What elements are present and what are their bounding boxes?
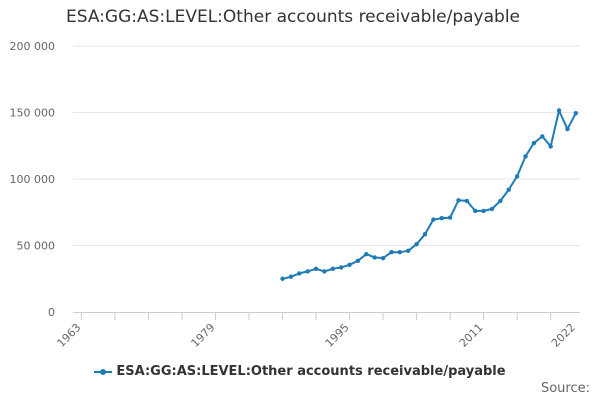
series-layer xyxy=(280,108,579,281)
y-tick-label: 0 xyxy=(48,306,55,319)
data-point[interactable] xyxy=(489,206,495,212)
data-point[interactable] xyxy=(372,255,377,260)
source-label: Source: xyxy=(540,381,590,396)
data-point[interactable] xyxy=(280,276,285,281)
data-point[interactable] xyxy=(364,251,369,257)
data-point[interactable] xyxy=(473,208,478,214)
data-point[interactable] xyxy=(565,126,570,132)
data-point[interactable] xyxy=(498,198,503,204)
data-point[interactable] xyxy=(422,231,428,237)
chart-title: ESA:GG:AS:LEVEL:Other accounts receivabl… xyxy=(66,7,521,27)
legend[interactable]: ESA:GG:AS:LEVEL:Other accounts receivabl… xyxy=(0,364,600,379)
y-tick-label: 50 000 xyxy=(17,240,56,253)
gridlines xyxy=(73,45,580,246)
data-point[interactable] xyxy=(506,187,511,192)
y-tick-label: 100 000 xyxy=(10,173,56,186)
data-point[interactable] xyxy=(464,198,470,204)
x-tick-label: 1979 xyxy=(189,321,218,350)
data-point[interactable] xyxy=(406,248,411,254)
x-tick-label: 1995 xyxy=(323,321,352,350)
data-point[interactable] xyxy=(338,265,344,270)
data-point[interactable] xyxy=(514,174,520,179)
legend-swatch xyxy=(94,367,113,377)
data-point[interactable] xyxy=(297,271,302,276)
data-point[interactable] xyxy=(456,198,461,203)
x-tick-label: 1963 xyxy=(55,321,84,350)
data-point[interactable] xyxy=(431,217,436,222)
data-point[interactable] xyxy=(556,108,562,113)
data-point[interactable] xyxy=(313,266,319,271)
data-point[interactable] xyxy=(540,134,545,139)
data-point[interactable] xyxy=(481,208,486,214)
data-point[interactable] xyxy=(447,215,453,220)
data-point[interactable] xyxy=(389,249,394,255)
data-point[interactable] xyxy=(531,140,537,146)
series-line xyxy=(282,109,577,280)
legend-label: ESA:GG:AS:LEVEL:Other accounts receivabl… xyxy=(116,364,506,379)
axes: 0 50 000 100 000 150 000 200 000 1963 1979 1995… xyxy=(10,40,580,350)
data-point[interactable] xyxy=(288,274,294,279)
data-point[interactable] xyxy=(548,144,553,149)
x-tick-label: 2011 xyxy=(457,321,486,350)
data-point[interactable] xyxy=(523,154,528,159)
data-point[interactable] xyxy=(347,262,352,267)
data-point[interactable] xyxy=(397,249,403,255)
data-point[interactable] xyxy=(305,269,310,274)
data-point[interactable] xyxy=(355,258,361,263)
data-point[interactable] xyxy=(330,266,335,271)
data-point[interactable] xyxy=(322,269,327,274)
x-tick-label: 2022 xyxy=(549,321,578,350)
data-point[interactable] xyxy=(439,216,444,221)
y-tick-label: 150 000 xyxy=(10,107,56,120)
data-point[interactable] xyxy=(573,110,579,116)
y-tick-label: 200 000 xyxy=(10,40,56,53)
data-point[interactable] xyxy=(414,241,419,247)
data-point[interactable] xyxy=(380,255,386,261)
